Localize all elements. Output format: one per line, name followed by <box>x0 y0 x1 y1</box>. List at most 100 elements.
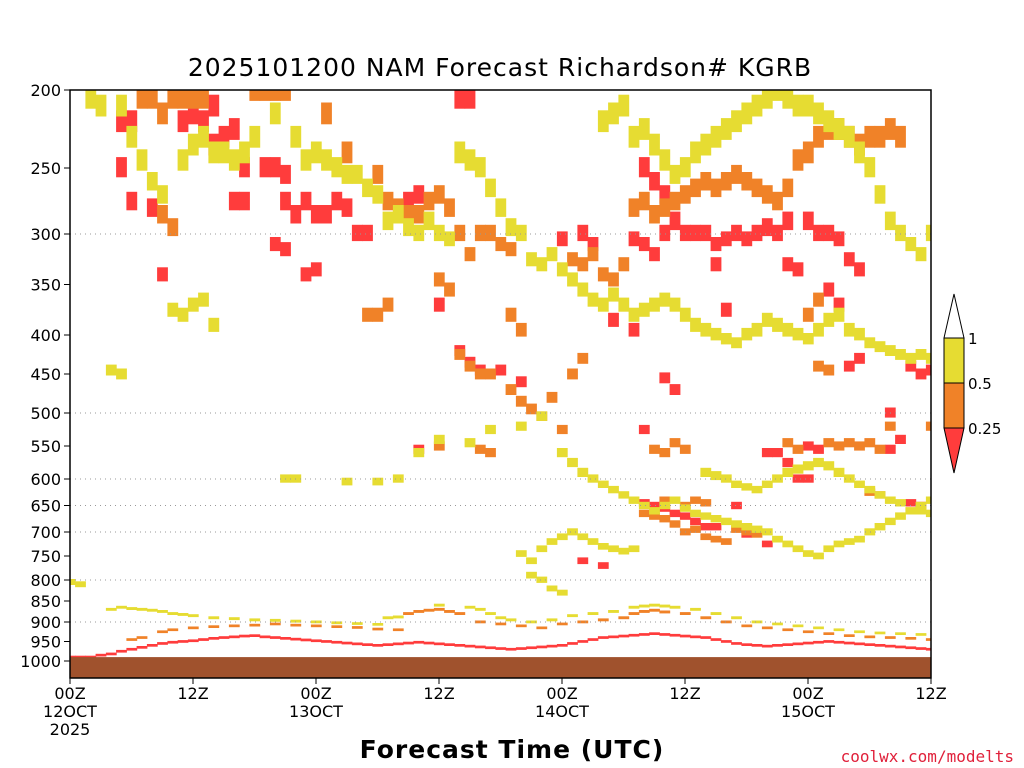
cell-2-52 <box>659 292 671 307</box>
cell-1-108 <box>925 421 932 431</box>
cell-3-6 <box>126 647 138 651</box>
cell-2-72 <box>864 337 876 349</box>
cell-2-98 <box>792 94 804 117</box>
cell-2-15 <box>269 102 281 125</box>
cell-1-32 <box>454 349 466 360</box>
chart-title: 2025101200 NAM Forecast Richardson# KGRB <box>188 53 812 82</box>
y-tick-label-750: 750 <box>30 547 61 566</box>
cell-2-68 <box>823 312 835 327</box>
cell-3-7 <box>136 646 148 649</box>
cell-0-34 <box>300 267 312 282</box>
cell-4-18 <box>433 607 445 611</box>
cell-2-71 <box>854 327 865 341</box>
cell-3-27 <box>341 641 353 645</box>
cell-2-103 <box>843 125 855 148</box>
cell-4-29 <box>628 612 640 615</box>
cell-4-27 <box>597 618 609 622</box>
cell-0-47 <box>649 247 660 262</box>
cell-3-13 <box>198 638 209 641</box>
cell-2-168 <box>526 557 537 565</box>
cell-2-44 <box>577 282 589 297</box>
series-5 <box>105 603 927 636</box>
cell-1-7 <box>249 90 261 101</box>
cell-1-67 <box>567 252 578 267</box>
cell-2-189 <box>802 461 814 471</box>
cell-2-17 <box>300 149 312 171</box>
cell-1-66 <box>895 125 906 148</box>
cell-5-17 <box>372 623 384 626</box>
cell-2-32 <box>454 141 466 164</box>
cell-4-9 <box>290 623 302 627</box>
cell-2-95 <box>761 90 773 109</box>
cell-2-144 <box>700 512 712 520</box>
cell-0-50 <box>679 224 691 242</box>
cell-2-53 <box>669 297 681 312</box>
cell-0-35 <box>157 267 168 282</box>
cell-0-60 <box>782 211 794 231</box>
cell-0-22 <box>321 205 332 224</box>
cell-0-63 <box>823 224 835 242</box>
cell-2-205 <box>546 585 558 592</box>
cell-2-81 <box>618 94 630 117</box>
cell-2-107 <box>884 211 896 231</box>
cell-2-4 <box>136 149 148 171</box>
cell-3-18 <box>249 634 261 637</box>
cell-2-113 <box>198 292 209 307</box>
cell-3-60 <box>679 634 691 638</box>
cell-4-45 <box>925 638 932 641</box>
cell-1-117 <box>167 218 179 237</box>
cell-2-82 <box>628 125 640 148</box>
cell-0-33 <box>310 262 322 277</box>
cell-1-40 <box>628 198 640 217</box>
cell-3-77 <box>854 642 865 646</box>
cell-2-126 <box>464 438 476 448</box>
cell-4-6 <box>228 624 240 628</box>
cell-2-30 <box>433 224 445 242</box>
cell-4-1 <box>136 636 148 639</box>
cell-2-11 <box>218 141 230 164</box>
cell-2-206 <box>556 589 568 596</box>
cell-2-76 <box>905 352 917 364</box>
cell-2-61 <box>751 322 763 337</box>
cell-1-63 <box>864 125 876 148</box>
cell-3-71 <box>792 642 804 646</box>
cell-0-111 <box>823 282 835 297</box>
cell-2-180 <box>710 471 722 481</box>
cell-2-46 <box>597 297 609 312</box>
cell-1-114 <box>802 307 814 322</box>
cell-0-53 <box>710 237 722 252</box>
cell-3-14 <box>208 637 220 640</box>
cell-4-41 <box>843 634 855 637</box>
cell-3-57 <box>649 632 660 635</box>
cell-4-4 <box>187 626 199 630</box>
cell-1-0 <box>136 90 148 109</box>
cell-2-133 <box>587 474 599 483</box>
cell-2-16 <box>290 125 302 148</box>
cell-4-16 <box>413 610 425 613</box>
legend-colorbar: 1 0.5 0.25 <box>943 293 1001 474</box>
cell-2-173 <box>577 533 589 541</box>
cell-3-30 <box>372 644 384 647</box>
cell-3-49 <box>567 642 578 645</box>
cell-2-40 <box>536 257 548 272</box>
cell-1-81 <box>659 448 671 458</box>
cell-3-22 <box>290 637 302 641</box>
cell-4-13 <box>372 627 384 631</box>
cell-0-5 <box>177 110 189 133</box>
cell-0-28 <box>413 185 425 204</box>
cell-1-30 <box>372 307 384 322</box>
cell-2-99 <box>802 94 814 117</box>
cell-0-87 <box>679 512 691 520</box>
cell-4-42 <box>864 635 876 639</box>
cell-2-109 <box>905 237 917 252</box>
cell-0-88 <box>690 517 701 526</box>
cell-2-159 <box>854 535 865 543</box>
y-tick-label-850: 850 <box>30 592 61 611</box>
cell-1-48 <box>710 178 722 198</box>
cell-3-36 <box>433 642 445 646</box>
y-tick-label-950: 950 <box>30 633 61 652</box>
cell-2-177 <box>618 547 630 555</box>
cell-0-68 <box>649 172 660 191</box>
cell-0-77 <box>813 444 824 454</box>
cell-2-118 <box>116 368 127 380</box>
